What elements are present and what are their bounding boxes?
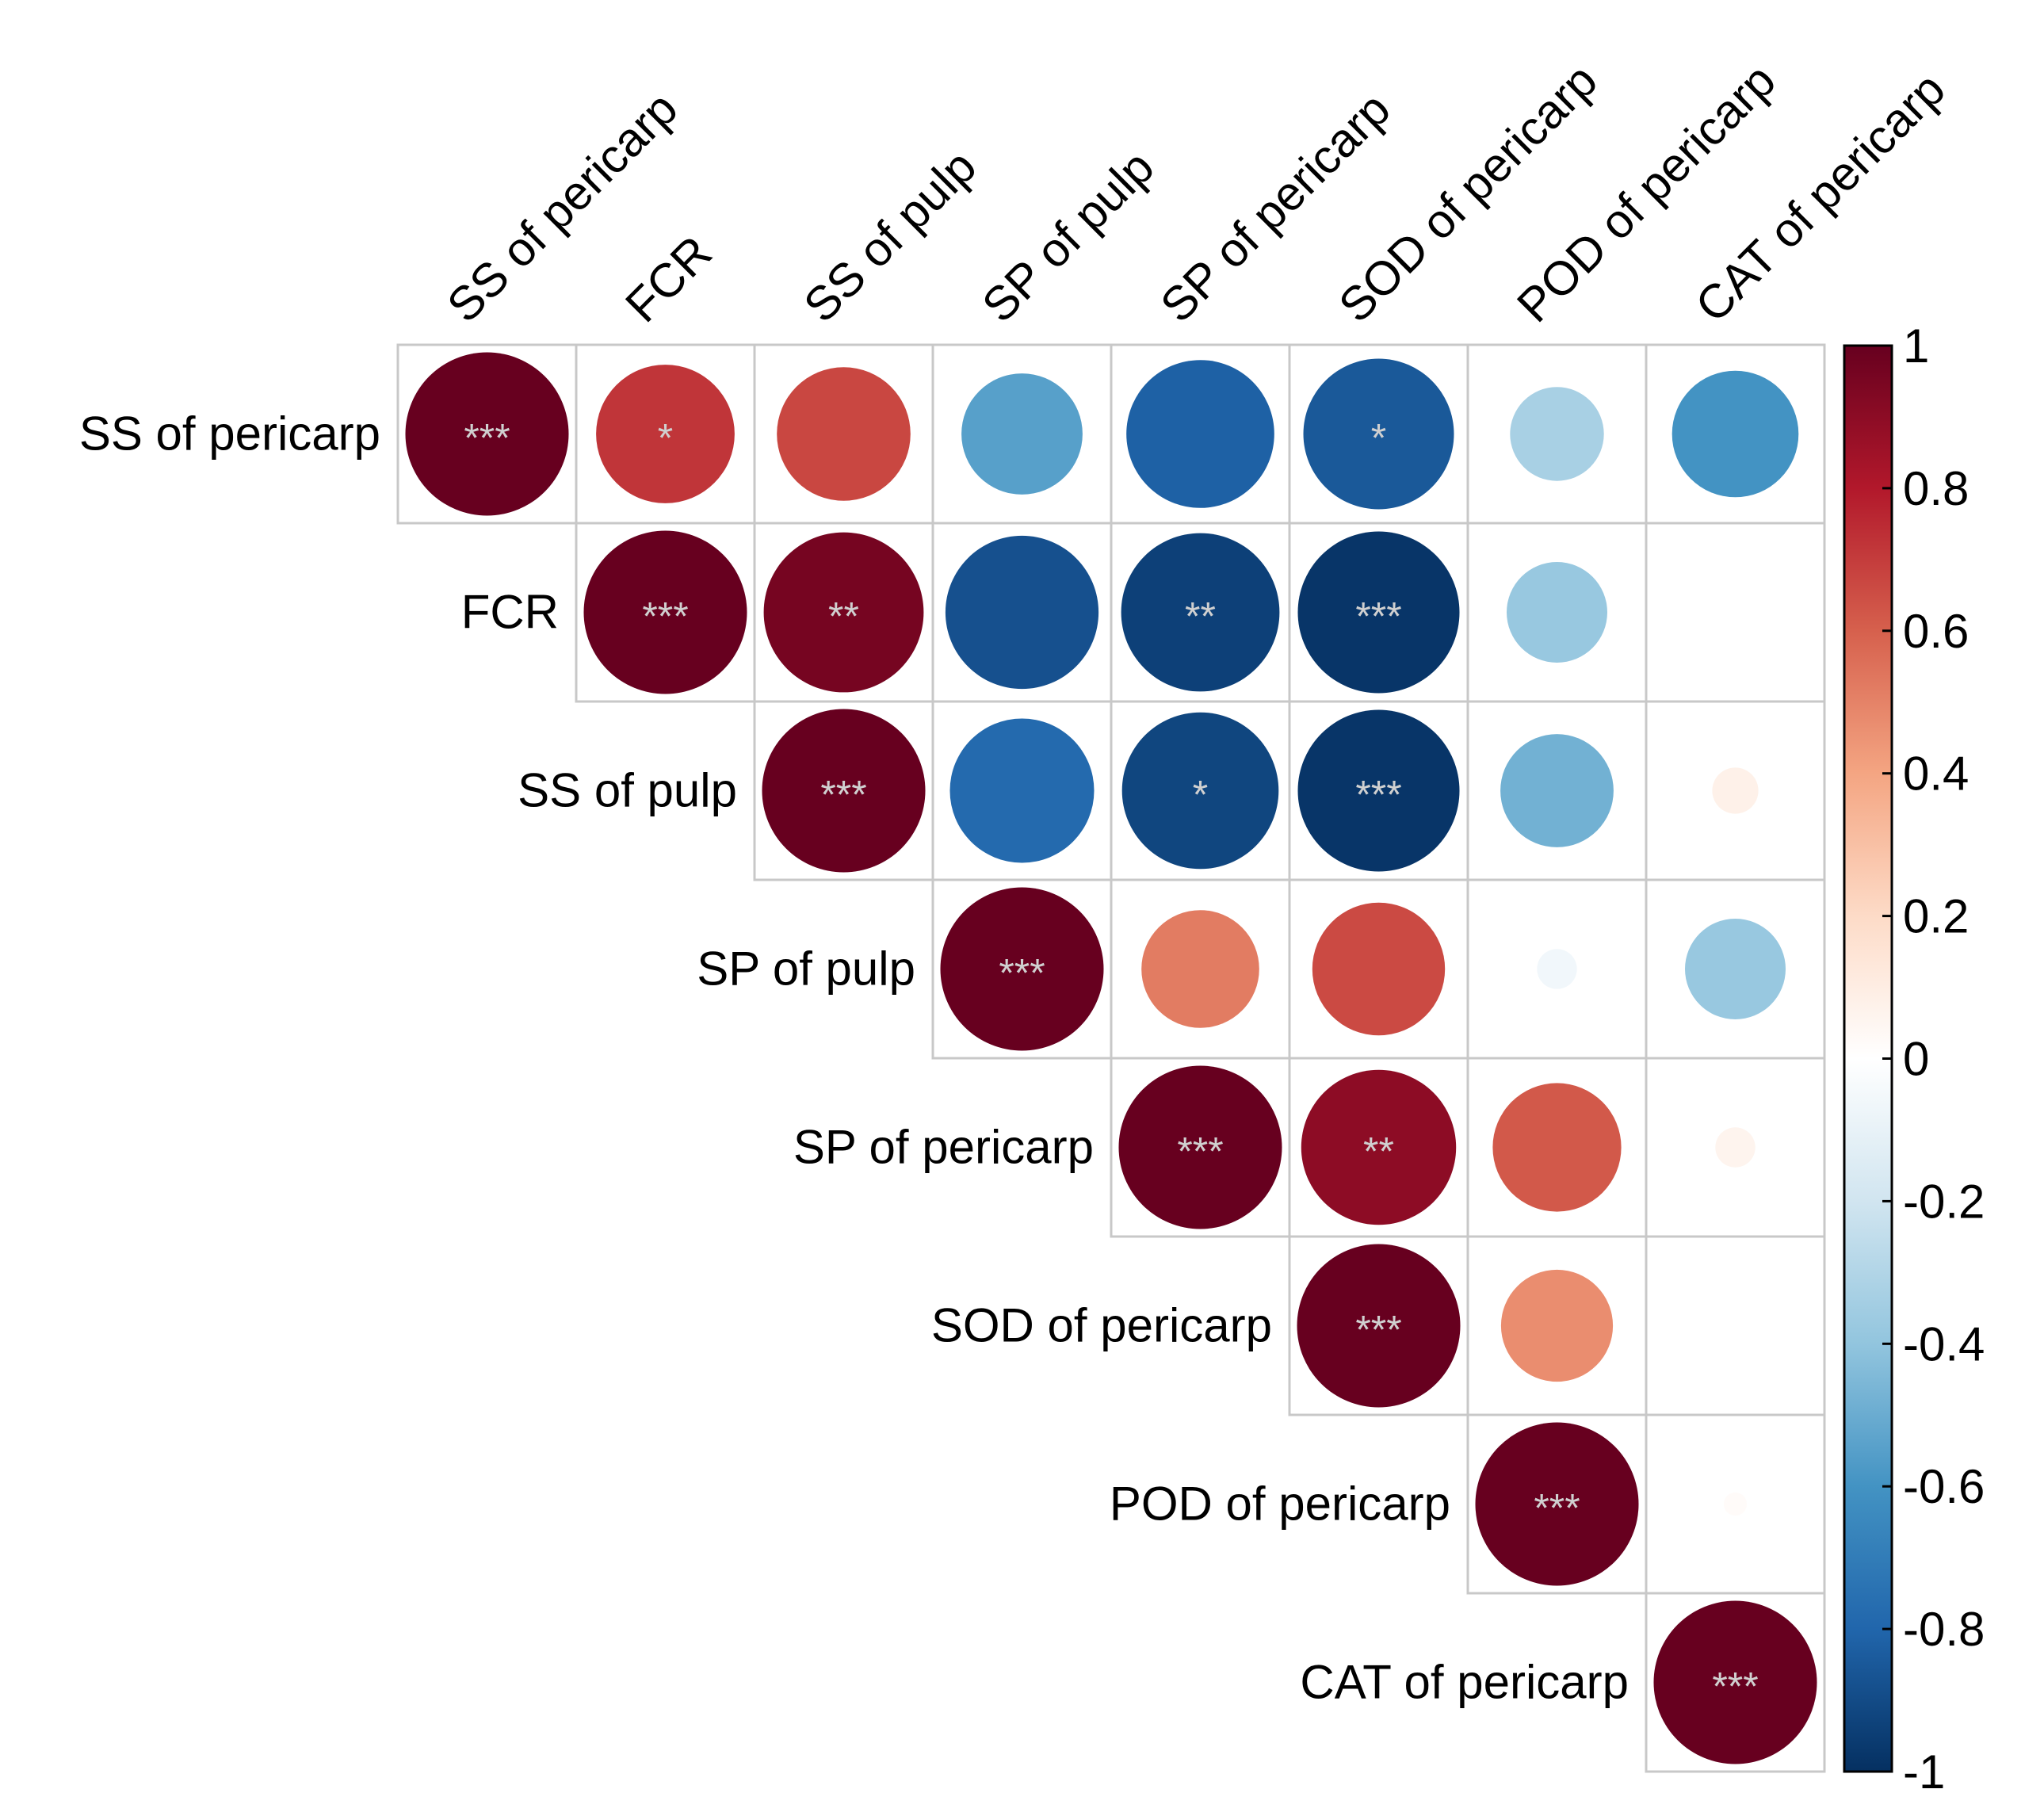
correlation-circle xyxy=(945,535,1099,690)
colorbar: 1 0.8 0.6 0.4 0.2 0 -0.2 -0.4 -0.6 -0.8 -1 xyxy=(1843,319,1985,1799)
row-label: CAT of pericarp xyxy=(1300,1656,1629,1709)
correlation-circle xyxy=(1118,1065,1282,1229)
correlation-circle xyxy=(949,718,1095,863)
correlation-circle xyxy=(1297,1244,1461,1408)
row-label: SOD of pericarp xyxy=(931,1299,1272,1352)
row-labels: SS of pericarp FCR SS of pulp SP of pulp SP … xyxy=(79,407,1629,1709)
column-label: FCR xyxy=(615,226,722,333)
colorbar-ticks: 1 0.8 0.6 0.4 0.2 0 -0.2 -0.4 -0.6 -0.8 -1 xyxy=(1882,319,1985,1799)
significance-label: ** xyxy=(1185,594,1216,639)
column-label: SP of pulp xyxy=(972,140,1163,332)
correlation-circle xyxy=(1507,562,1607,663)
grid-cell xyxy=(1645,1592,1826,1773)
significance-labels: *** * **** ** ** ****** * ********* *********** xyxy=(464,416,1758,1709)
significance-label: *** xyxy=(1355,594,1401,639)
significance-label: *** xyxy=(1355,773,1401,817)
correlation-circle xyxy=(1712,767,1759,814)
column-label: SS of pulp xyxy=(793,140,986,332)
significance-label: ** xyxy=(828,594,859,639)
grid-lines xyxy=(396,343,1826,1773)
row-label: SS of pericarp xyxy=(79,407,380,461)
row-label: SP of pericarp xyxy=(793,1121,1094,1174)
correlation-circle xyxy=(1141,910,1259,1028)
correlation-circle xyxy=(1121,533,1280,692)
colorbar-tick-label: 0.8 xyxy=(1903,462,1969,515)
correlation-circle xyxy=(583,530,747,694)
significance-label: * xyxy=(1371,416,1386,461)
colorbar-tick-label: -0.6 xyxy=(1903,1460,1985,1513)
significance-label: *** xyxy=(642,594,688,639)
correlation-circle xyxy=(940,887,1104,1051)
correlation-circle xyxy=(596,365,735,503)
colorbar-tick-label: -0.2 xyxy=(1903,1175,1985,1228)
correlation-circle xyxy=(1500,1269,1614,1382)
colorbar-tick-label: 1 xyxy=(1903,319,1929,373)
correlation-circle xyxy=(1121,712,1279,870)
correlation-circle xyxy=(1510,387,1604,481)
significance-label: *** xyxy=(1534,1486,1580,1531)
row-label: SS of pulp xyxy=(518,764,737,817)
grid-cell xyxy=(1645,522,1826,703)
correlation-circle xyxy=(1303,358,1454,510)
row-label: FCR xyxy=(461,586,559,639)
correlation-circle xyxy=(762,709,926,873)
correlation-circle xyxy=(1492,1083,1622,1212)
colorbar-tick-label: 0 xyxy=(1903,1033,1929,1086)
correlation-circle xyxy=(1297,709,1460,872)
significance-label: * xyxy=(658,416,673,461)
correlation-circle xyxy=(1653,1600,1817,1764)
correlation-circle xyxy=(1301,1069,1457,1225)
row-label: POD of pericarp xyxy=(1110,1478,1450,1531)
colorbar-tick-label: -1 xyxy=(1903,1745,1945,1799)
significance-label: *** xyxy=(464,416,510,461)
significance-label: ** xyxy=(1363,1130,1394,1174)
significance-label: *** xyxy=(820,773,866,817)
correlation-circle xyxy=(1537,949,1577,989)
correlation-circle xyxy=(763,532,924,693)
correlation-circle xyxy=(1685,919,1786,1019)
significance-label: *** xyxy=(1177,1130,1223,1174)
grid-cell xyxy=(1645,1235,1826,1416)
correlation-circle xyxy=(1312,902,1446,1036)
correlation-circle xyxy=(1715,1127,1756,1168)
correlation-circle xyxy=(777,367,911,501)
colorbar-tick-label: 0.6 xyxy=(1903,605,1969,658)
correlation-circle xyxy=(1723,1492,1748,1516)
correlation-circle xyxy=(1126,360,1274,508)
row-label: SP of pulp xyxy=(697,942,915,996)
significance-label: *** xyxy=(999,951,1045,996)
correlation-circle xyxy=(1297,531,1460,694)
significance-label: *** xyxy=(1355,1308,1401,1352)
correlation-circle xyxy=(1475,1422,1639,1586)
correlation-circle xyxy=(1500,734,1614,847)
significance-label: * xyxy=(1193,773,1208,817)
correlation-circle xyxy=(1671,370,1799,498)
colorbar-tick-label: -0.8 xyxy=(1903,1603,1985,1656)
correlation-circle xyxy=(405,352,569,516)
significance-label: *** xyxy=(1712,1665,1758,1709)
colorbar-tick-label: -0.4 xyxy=(1903,1317,1985,1370)
colorbar-tick-label: 0.2 xyxy=(1903,890,1969,943)
correlation-circle xyxy=(961,373,1083,495)
colorbar-tick-label: 0.4 xyxy=(1903,747,1969,801)
correlation-circles xyxy=(405,352,1817,1764)
